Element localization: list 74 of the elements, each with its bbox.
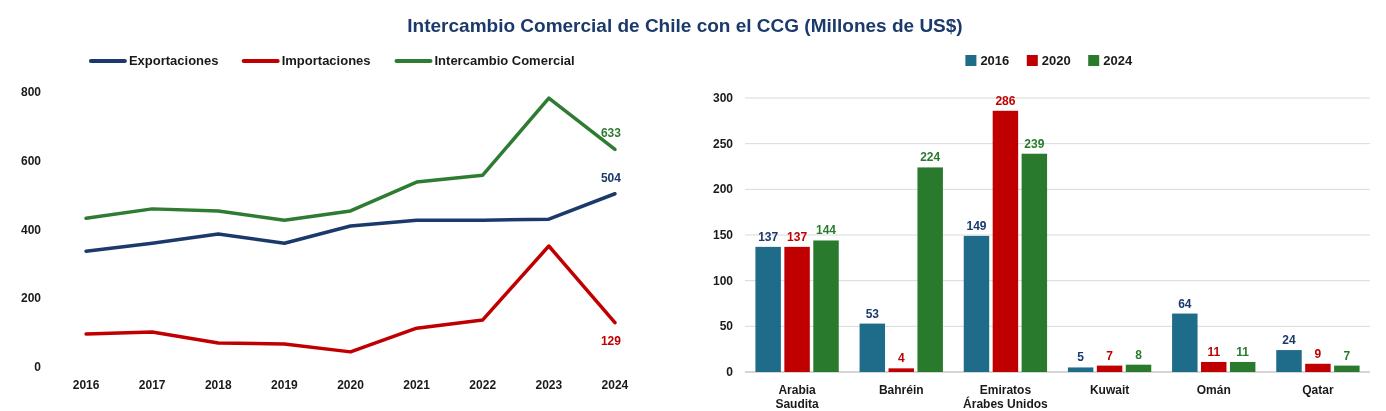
bar [755, 246, 781, 372]
data-label: 8 [1135, 347, 1143, 362]
data-label: 7 [1343, 348, 1351, 363]
data-label: 129 [600, 333, 622, 348]
data-label: 239 [1024, 136, 1045, 151]
data-label: 149 [966, 218, 987, 233]
x-tick-label: 2021 [403, 378, 431, 392]
x-tick-label: Omán [1196, 383, 1231, 397]
bar [1067, 367, 1094, 372]
x-tick-label: Arabia Saudita [775, 383, 820, 411]
bar [888, 368, 914, 372]
legend-label: 2020 [1041, 53, 1071, 68]
legend-label: 2016 [980, 53, 1010, 68]
bar [917, 167, 943, 372]
y-tick-label: 0 [726, 365, 734, 379]
y-tick-label: 300 [712, 91, 734, 105]
x-tick-label: 2019 [271, 378, 299, 392]
data-label: 11 [1207, 344, 1221, 359]
x-tick-label: 2018 [204, 378, 232, 392]
x-tick-label: 2020 [337, 378, 365, 392]
bar [1229, 361, 1256, 372]
y-tick-label: 250 [712, 136, 734, 151]
data-label: 504 [600, 170, 622, 185]
line-series [84, 192, 617, 253]
bar [784, 246, 810, 372]
y-tick-label: 100 [712, 273, 734, 288]
bar [813, 240, 839, 372]
y-tick-label: 150 [712, 228, 734, 242]
bar [1305, 363, 1331, 372]
x-tick-label: 2024 [601, 378, 629, 392]
x-tick-label: Bahréin [878, 383, 924, 397]
y-tick-label: 200 [20, 291, 42, 306]
y-tick-label: 50 [719, 319, 734, 334]
legend-label: Importaciones [281, 53, 371, 68]
legend-label: 2024 [1103, 53, 1133, 68]
bar [1201, 361, 1227, 372]
y-tick-label: 800 [20, 85, 42, 99]
bar [1125, 364, 1152, 372]
data-label: 9 [1314, 346, 1322, 361]
data-label: 24 [1282, 333, 1296, 348]
y-tick-label: 200 [712, 182, 734, 197]
bar [859, 323, 886, 372]
x-tick-label: 2022 [469, 378, 497, 392]
data-label: 7 [1106, 348, 1114, 363]
data-label: 144 [816, 223, 837, 238]
data-label: 137 [787, 229, 808, 244]
bar [1334, 365, 1360, 372]
x-tick-label: Kuwait [1089, 383, 1130, 397]
y-tick-label: 400 [20, 222, 42, 237]
bar [992, 110, 1019, 372]
data-label: 4 [897, 351, 905, 366]
data-label: 633 [600, 126, 622, 141]
data-label: 137 [758, 229, 779, 244]
y-tick-label: 0 [34, 360, 42, 374]
x-tick-label: Emiratos Árabes Unidos [963, 383, 1049, 411]
x-tick-label: Qatar [1302, 383, 1334, 397]
legend-label: Intercambio Comercial [434, 53, 575, 68]
data-label: 224 [920, 150, 941, 165]
x-tick-label: 2017 [138, 378, 166, 392]
x-tick-label: 2023 [535, 378, 563, 392]
data-label: 5 [1077, 350, 1085, 365]
y-tick-label: 600 [20, 153, 42, 168]
x-tick-label: 2016 [72, 378, 100, 392]
bar [1172, 313, 1198, 372]
data-label: 53 [865, 306, 880, 321]
bar [963, 235, 990, 372]
bar [1276, 350, 1302, 372]
bar [1021, 153, 1048, 372]
data-label: 286 [995, 93, 1016, 108]
bar [1096, 365, 1123, 372]
chart-title: Intercambio Comercial de Chile con el CCG (Millones de US$) [407, 15, 963, 36]
data-label: 64 [1178, 296, 1192, 311]
data-label: 11 [1236, 344, 1250, 359]
legend-label: Exportaciones [128, 53, 219, 68]
